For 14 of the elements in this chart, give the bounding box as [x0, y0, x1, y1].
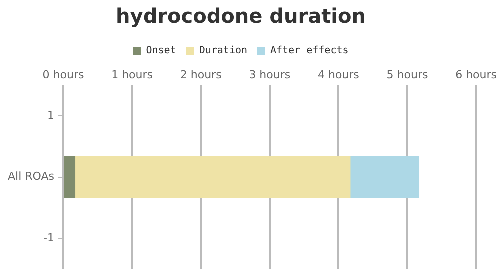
- x-tick-label: 6 hours: [456, 68, 498, 82]
- chart-title: hydrocodone duration: [116, 4, 366, 28]
- x-tick-label: 1 hours: [112, 68, 154, 82]
- legend-label: After effects: [270, 46, 349, 57]
- legend-label: Duration: [199, 46, 248, 57]
- x-tick-label: 3 hours: [249, 68, 291, 82]
- y-tick-label: -1: [44, 232, 54, 245]
- x-tick-label: 0 hours: [42, 68, 84, 82]
- x-tick-label: 4 hours: [318, 68, 360, 82]
- legend-label: Onset: [146, 46, 176, 57]
- x-tick-label: 5 hours: [386, 68, 428, 82]
- y-tick-label: All ROAs: [8, 170, 55, 184]
- x-tick-label: 2 hours: [180, 68, 222, 82]
- y-tick-label: 1: [48, 108, 54, 122]
